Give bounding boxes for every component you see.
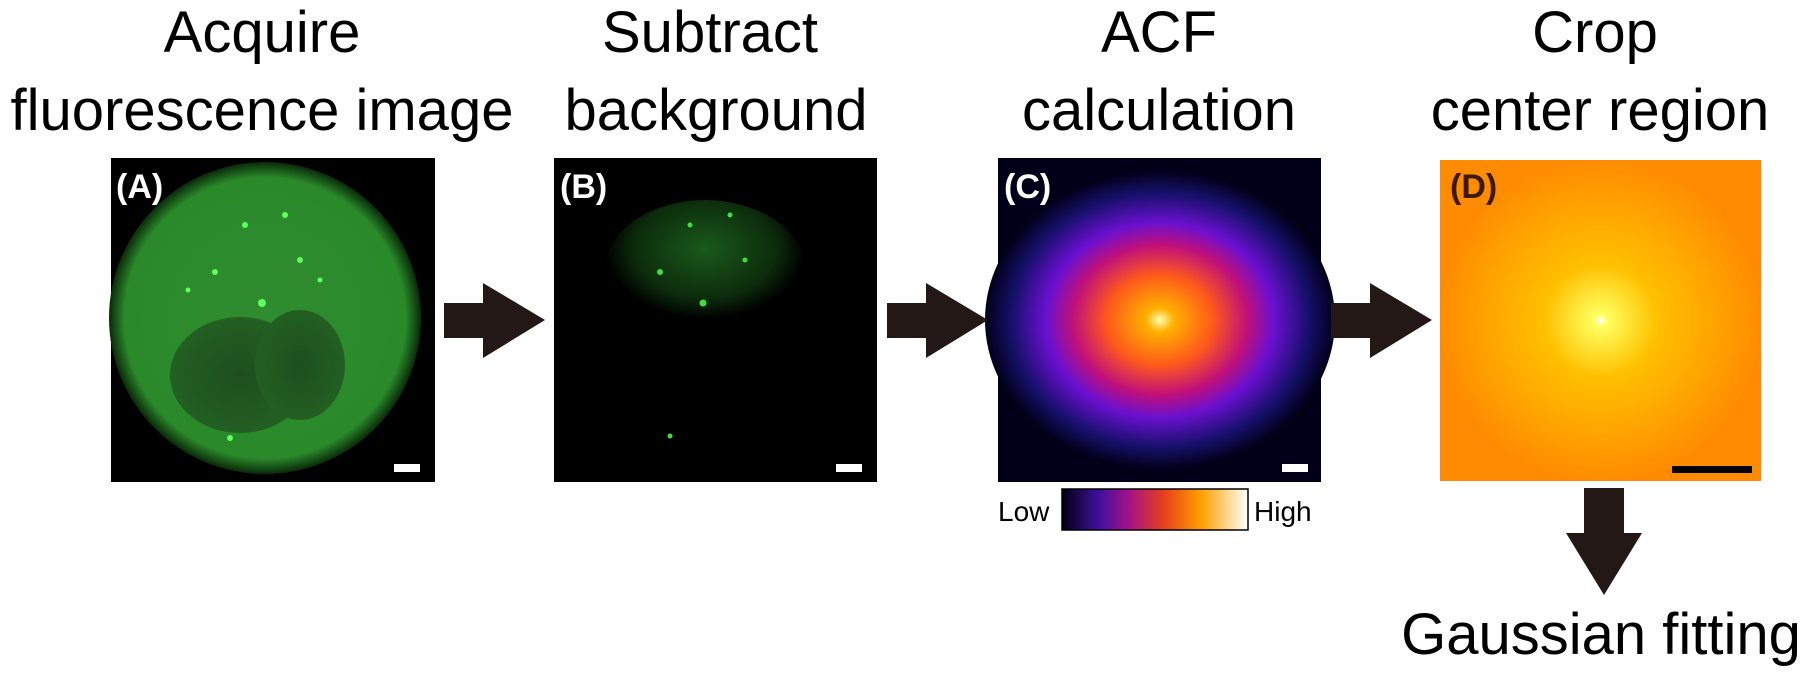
panel-b: (B) xyxy=(554,158,877,482)
arrows xyxy=(444,283,1642,595)
titles: Acquire fluorescence image Subtract back… xyxy=(11,0,1770,143)
step-title: Acquire xyxy=(164,0,361,65)
colorbar xyxy=(1061,488,1249,531)
panel-label: (C) xyxy=(1004,168,1051,206)
step-title: calculation xyxy=(1022,78,1296,143)
colorbar-high: High xyxy=(1254,496,1312,527)
step-title: Crop xyxy=(1532,0,1658,65)
step-title: ACF xyxy=(1101,0,1217,65)
panel-label: (A) xyxy=(116,168,163,206)
colorbar-low: Low xyxy=(998,496,1050,527)
panel-a: (A) xyxy=(109,158,435,482)
step-title: background xyxy=(564,78,867,143)
step-title: Subtract xyxy=(602,0,818,65)
panel-c: (C) Low High xyxy=(985,158,1335,531)
panel-label: (D) xyxy=(1450,168,1497,206)
final-step: Gaussian fitting xyxy=(1401,602,1801,667)
panel-label: (B) xyxy=(560,168,607,206)
panel-d: (D) xyxy=(1440,160,1761,481)
step-title: center region xyxy=(1431,78,1770,143)
step-title: fluorescence image xyxy=(11,78,514,143)
